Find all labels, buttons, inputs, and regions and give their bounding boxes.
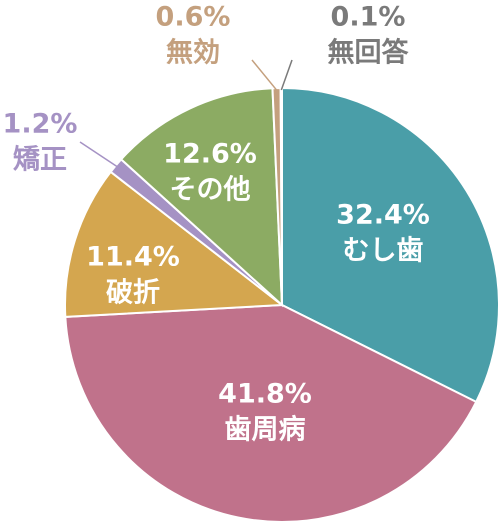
value-label: 1.2% [3, 109, 78, 140]
category-label: 破折 [106, 278, 160, 309]
pie-slice [64, 303, 478, 523]
category-label: 歯周病 [225, 415, 306, 446]
pie-slice [64, 170, 285, 318]
leader-line [280, 59, 293, 91]
leader-line [79, 141, 118, 168]
category-label: 無効 [166, 37, 220, 69]
category-label: 無回答 [328, 37, 410, 69]
leader-line [251, 59, 278, 91]
pie-slice [119, 87, 284, 308]
value-label: 0.6% [156, 2, 231, 33]
category-label: その他 [170, 175, 251, 206]
pie-slice [279, 86, 283, 306]
value-label: 11.4% [86, 242, 180, 273]
value-label: 0.1% [331, 2, 406, 33]
value-label: 41.8% [218, 379, 312, 410]
pie-slice [281, 86, 500, 404]
value-label: 12.6% [163, 139, 257, 170]
category-label: 矯正 [13, 145, 67, 176]
value-label: 32.4% [336, 200, 430, 231]
category-label: むし歯 [343, 236, 424, 267]
